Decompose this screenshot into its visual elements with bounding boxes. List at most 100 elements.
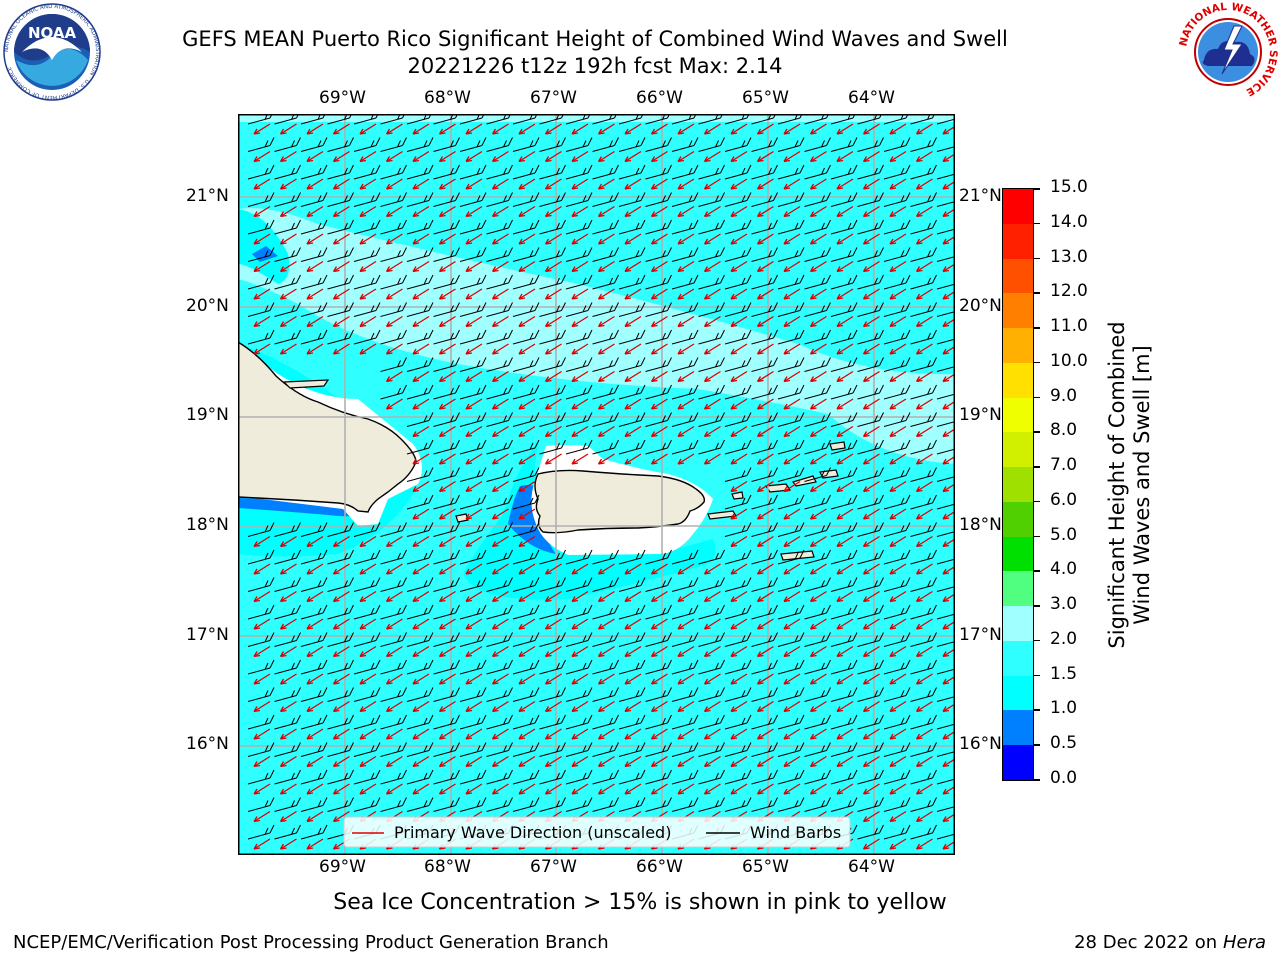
wind-barb: [883, 247, 911, 262]
wave-direction-arrow: [279, 783, 297, 795]
wave-direction-arrow: [491, 398, 509, 410]
wave-direction-arrow: [756, 425, 774, 438]
wind-barb: [512, 274, 540, 290]
wave-direction-arrow: [544, 260, 562, 273]
wind-barb: [830, 357, 858, 372]
wind-barb: [459, 439, 487, 455]
wave-direction-arrow: [942, 648, 955, 658]
wind-barb: [857, 274, 884, 290]
wave-direction-arrow: [862, 398, 880, 410]
wave-direction-arrow: [730, 398, 748, 410]
colorbar-tick-mark: [1034, 744, 1040, 746]
wind-barb: [459, 357, 487, 372]
wind-barb: [777, 549, 805, 565]
colorbar-ticks: 0.0 0.5 1.0 1.5 2.0 3.0 4.0 5.0 6.0 7.0 8.0 9.0 10.0…: [1034, 177, 1094, 788]
wave-direction-arrow: [518, 398, 536, 410]
wind-barb: [353, 742, 381, 757]
wind-barb: [539, 137, 566, 152]
wind-barb: [857, 769, 884, 785]
wind-barb: [751, 797, 778, 812]
wind-barb: [804, 467, 831, 482]
wind-barb: [645, 164, 672, 180]
wave-direction-arrow: [438, 288, 456, 300]
wave-direction-arrow: [650, 453, 668, 465]
wave-direction-arrow: [571, 618, 589, 630]
wave-direction-arrow: [438, 453, 456, 465]
wave-direction-arrow: [783, 618, 801, 630]
wave-direction-arrow: [730, 343, 748, 355]
wind-barb: [565, 164, 593, 180]
wave-direction-arrow: [703, 150, 721, 163]
wind-barb: [804, 604, 831, 620]
wave-direction-arrow: [889, 370, 907, 383]
wind-barb: [883, 769, 911, 785]
wind-barb: [777, 164, 805, 180]
wind-barb: [380, 522, 407, 537]
wind-barb: [274, 192, 301, 207]
wind-barb: [857, 357, 884, 372]
wave-direction-arrow: [597, 370, 615, 383]
wind-barb: [671, 549, 699, 565]
wave-direction-arrow: [862, 673, 880, 685]
wind-barb: [247, 632, 275, 647]
wind-barb: [300, 137, 328, 152]
wind-barb: [274, 137, 301, 152]
wind-barb: [592, 797, 619, 812]
wind-barb: [698, 604, 725, 620]
wave-direction-arrow: [438, 178, 456, 190]
wind-barb: [777, 632, 805, 647]
wind-barb: [804, 769, 831, 785]
wind-barb: [698, 164, 725, 180]
wave-direction-arrow: [809, 563, 827, 575]
wave-direction-arrow: [703, 425, 721, 438]
wind-barb: [857, 302, 884, 317]
wind-barb: [777, 659, 805, 675]
footer-date: 28 Dec 2022 on Hera: [1074, 932, 1266, 953]
wave-direction-arrow: [703, 260, 721, 273]
map-frame: [238, 114, 955, 855]
wind-barb: [300, 687, 328, 702]
wind-barb: [247, 824, 275, 840]
wave-direction-arrow: [412, 590, 430, 603]
wave-direction-arrow: [624, 700, 642, 713]
colorbar-segment: [1003, 293, 1033, 328]
wind-barb: [274, 769, 301, 785]
wind-barb: [512, 797, 540, 812]
wave-direction-arrow: [730, 178, 748, 190]
wave-direction-arrow: [544, 425, 562, 438]
wave-direction-arrow: [571, 123, 589, 135]
wave-direction-arrow: [306, 150, 324, 163]
wind-barb: [353, 714, 381, 730]
wind-barb: [327, 302, 354, 317]
wave-direction-arrow: [332, 673, 350, 685]
colorbar-segment: [1003, 710, 1033, 745]
wave-direction-arrow: [544, 398, 562, 410]
wind-barb: [910, 164, 937, 180]
colorbar-tick-mark: [1034, 639, 1040, 642]
map-panel[interactable]: Primary Wave Direction (unscaled) Wind B…: [238, 114, 955, 855]
wave-direction-arrow: [624, 728, 642, 740]
wave-direction-arrow: [279, 260, 297, 273]
wave-direction-arrow: [518, 590, 536, 603]
wave-direction-arrow: [730, 563, 748, 575]
wind-barb: [883, 357, 911, 372]
wave-direction-arrow: [783, 205, 801, 218]
wave-direction-arrow: [889, 645, 907, 658]
wind-barb: [327, 329, 354, 345]
wave-direction-arrow: [518, 563, 536, 575]
footer-date-text: 28 Dec 2022 on: [1074, 932, 1218, 953]
wave-direction-arrow: [491, 590, 509, 603]
wave-direction-arrow: [385, 178, 403, 190]
wave-direction-arrow: [915, 343, 933, 355]
wind-barb: [486, 467, 513, 482]
wave-direction-arrow: [942, 153, 955, 163]
wind-barb: [883, 384, 911, 400]
wave-direction-arrow: [677, 205, 695, 218]
wind-barb: [327, 742, 354, 757]
wave-direction-arrow: [571, 288, 589, 300]
wave-direction-arrow: [889, 233, 907, 245]
wind-barb: [910, 632, 937, 647]
wind-barb: [645, 769, 672, 785]
lat-label-right-19n: 19°N: [959, 405, 1002, 425]
wave-direction-arrow: [942, 125, 955, 135]
